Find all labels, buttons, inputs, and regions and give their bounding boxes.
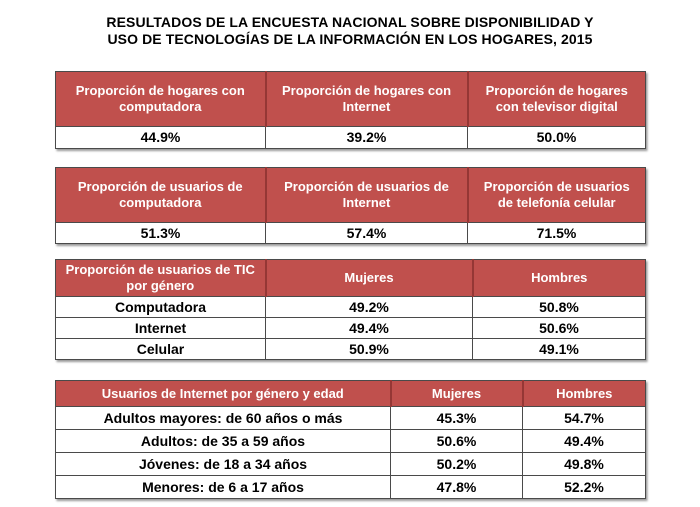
row-label-computadora: Computadora <box>55 296 266 318</box>
column-header-hombres: Hombres <box>471 259 646 297</box>
table-header-row: Proporción de usuarios de computadora Pr… <box>55 167 646 223</box>
column-header-hogares-televisor: Proporción de hogares con televisor digi… <box>466 71 646 127</box>
table-row: Internet 49.4% 50.6% <box>55 317 646 339</box>
value-jovenes-hombres: 49.8% <box>522 452 646 476</box>
value-hogares-computadora: 44.9% <box>55 126 266 149</box>
row-label-menores: Menores: de 6 a 17 años <box>55 475 391 499</box>
column-header-usuarios-computadora: Proporción de usuarios de computadora <box>55 167 266 223</box>
row-label-internet: Internet <box>55 317 266 339</box>
table-proporcion-usuarios: Proporción de usuarios de computadora Pr… <box>55 167 646 244</box>
table-row: Adultos: de 35 a 59 años 50.6% 49.4% <box>55 429 646 453</box>
value-internet-hombres: 50.6% <box>472 317 646 339</box>
value-adultos-mayores-hombres: 54.7% <box>522 406 646 430</box>
value-celular-hombres: 49.1% <box>472 338 646 360</box>
table-header-row: Proporción de hogares con computadora Pr… <box>55 71 646 127</box>
value-jovenes-mujeres: 50.2% <box>390 452 523 476</box>
table-row: Menores: de 6 a 17 años 47.8% 52.2% <box>55 475 646 499</box>
column-header-internet-genero-edad: Usuarios de Internet por género y edad <box>55 380 391 407</box>
column-header-mujeres: Mujeres <box>389 380 523 407</box>
value-adultos-mayores-mujeres: 45.3% <box>390 406 523 430</box>
table-usuarios-tic-por-genero: Proporción de usuarios de TIC por género… <box>55 259 646 360</box>
column-header-tic-genero: Proporción de usuarios de TIC por género <box>55 259 266 297</box>
column-header-usuarios-internet: Proporción de usuarios de Internet <box>264 167 468 223</box>
column-header-usuarios-celular: Proporción de usuarios de telefonía celu… <box>466 167 646 223</box>
table-row: Celular 50.9% 49.1% <box>55 338 646 360</box>
value-celular-mujeres: 50.9% <box>265 338 473 360</box>
table-row: 51.3% 57.4% 71.5% <box>55 222 646 244</box>
row-label-adultos-mayores: Adultos mayores: de 60 años o más <box>55 406 391 430</box>
column-header-hogares-computadora: Proporción de hogares con computadora <box>55 71 266 127</box>
value-menores-mujeres: 47.8% <box>390 475 523 499</box>
value-usuarios-internet: 57.4% <box>265 222 468 244</box>
table-row: Computadora 49.2% 50.8% <box>55 296 646 318</box>
table-row: 44.9% 39.2% 50.0% <box>55 126 646 149</box>
table-header-row: Proporción de usuarios de TIC por género… <box>55 259 646 297</box>
table-row: Jóvenes: de 18 a 34 años 50.2% 49.8% <box>55 452 646 476</box>
row-label-adultos: Adultos: de 35 a 59 años <box>55 429 391 453</box>
page-title-line2: USO DE TECNOLOGÍAS DE LA INFORMACIÓN EN … <box>107 31 593 47</box>
value-computadora-hombres: 50.8% <box>472 296 646 318</box>
page-title-line1: RESULTADOS DE LA ENCUESTA NACIONAL SOBRE… <box>106 14 594 30</box>
column-header-hombres: Hombres <box>521 380 646 407</box>
page-title: RESULTADOS DE LA ENCUESTA NACIONAL SOBRE… <box>40 14 660 48</box>
table-header-row: Usuarios de Internet por género y edad M… <box>55 380 646 407</box>
value-hogares-televisor: 50.0% <box>467 126 646 149</box>
table-usuarios-internet-genero-edad: Usuarios de Internet por género y edad M… <box>55 380 646 499</box>
value-adultos-mujeres: 50.6% <box>390 429 523 453</box>
table-proporcion-hogares: Proporción de hogares con computadora Pr… <box>55 71 646 149</box>
value-hogares-internet: 39.2% <box>265 126 468 149</box>
survey-results-page: RESULTADOS DE LA ENCUESTA NACIONAL SOBRE… <box>0 14 700 507</box>
value-usuarios-computadora: 51.3% <box>55 222 266 244</box>
row-label-celular: Celular <box>55 338 266 360</box>
table-row: Adultos mayores: de 60 años o más 45.3% … <box>55 406 646 430</box>
value-computadora-mujeres: 49.2% <box>265 296 473 318</box>
value-usuarios-celular: 71.5% <box>467 222 646 244</box>
column-header-hogares-internet: Proporción de hogares con Internet <box>264 71 468 127</box>
row-label-jovenes: Jóvenes: de 18 a 34 años <box>55 452 391 476</box>
value-internet-mujeres: 49.4% <box>265 317 473 339</box>
value-menores-hombres: 52.2% <box>522 475 646 499</box>
value-adultos-hombres: 49.4% <box>522 429 646 453</box>
column-header-mujeres: Mujeres <box>264 259 473 297</box>
